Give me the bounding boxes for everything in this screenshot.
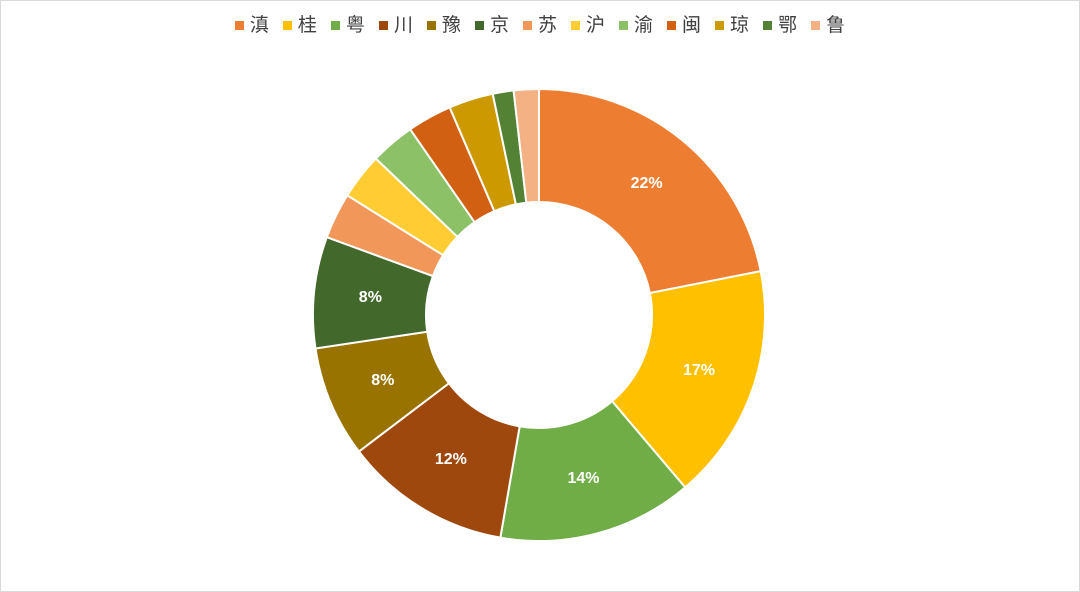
legend-label: 渝 <box>634 14 654 36</box>
legend-item: 鄂 <box>763 10 797 40</box>
legend-item: 闽 <box>667 10 701 40</box>
legend-label: 桂 <box>297 14 317 36</box>
legend-label: 滇 <box>249 14 269 36</box>
legend-label: 鄂 <box>778 14 798 36</box>
donut-slice <box>610 269 766 489</box>
legend-label: 粤 <box>345 14 365 36</box>
legend-swatch <box>619 20 629 30</box>
slice-data-label: 22% <box>631 175 663 192</box>
chart-legend: 滇桂粤川豫京苏沪渝闽琼鄂鲁 <box>0 10 1080 40</box>
donut-slice <box>512 87 540 204</box>
legend-item: 粤 <box>330 10 365 40</box>
legend-label: 苏 <box>537 14 557 36</box>
legend-label: 京 <box>489 14 509 36</box>
legend-label: 闽 <box>682 14 702 36</box>
legend-swatch <box>571 20 580 30</box>
legend-swatch <box>811 20 821 30</box>
slice-data-label: 8% <box>359 289 382 306</box>
legend-item: 琼 <box>715 10 749 40</box>
legend-item: 豫 <box>426 10 461 40</box>
legend-item: 苏 <box>522 10 557 40</box>
slice-data-label: 14% <box>567 470 599 487</box>
legend-item: 滇 <box>234 10 269 40</box>
legend-label: 川 <box>393 14 413 36</box>
donut-slice <box>538 87 762 295</box>
legend-swatch <box>763 20 773 30</box>
legend-item: 渝 <box>619 10 653 40</box>
donut-slices <box>312 87 766 542</box>
slice-data-label: 8% <box>371 372 394 389</box>
legend-swatch <box>715 20 725 30</box>
legend-swatch <box>234 20 244 30</box>
legend-swatch <box>378 20 388 30</box>
slice-data-label: 17% <box>683 362 715 379</box>
legend-label: 沪 <box>586 14 606 36</box>
legend-item: 川 <box>378 10 413 40</box>
slice-data-label: 12% <box>435 451 467 468</box>
legend-swatch <box>330 20 340 30</box>
legend-item: 桂 <box>282 10 317 40</box>
legend-label: 鲁 <box>826 14 846 36</box>
legend-item: 鲁 <box>811 10 845 40</box>
legend-swatch <box>282 20 292 30</box>
legend-swatch <box>522 20 532 30</box>
legend-item: 沪 <box>571 10 605 40</box>
legend-swatch <box>474 20 484 30</box>
legend-swatch <box>426 20 436 30</box>
legend-swatch <box>667 20 677 30</box>
donut-data-labels: 22% 17% 14% 12% 8% 8% <box>359 175 715 487</box>
legend-item: 京 <box>474 10 509 40</box>
legend-label: 琼 <box>730 14 750 36</box>
legend-label: 豫 <box>441 14 461 36</box>
